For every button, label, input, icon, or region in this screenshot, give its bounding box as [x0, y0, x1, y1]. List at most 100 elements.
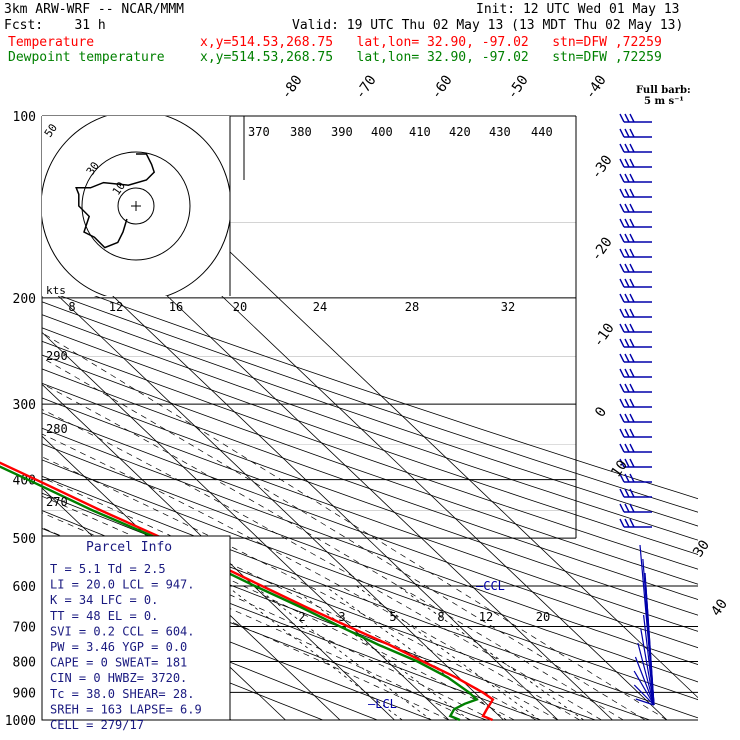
theta-label: 270: [46, 495, 68, 509]
wind-barb: [619, 338, 652, 348]
wind-barb: [619, 353, 652, 363]
mixing-ratio-line: [356, 585, 540, 720]
pressure-tick-1000: 1000: [5, 714, 36, 729]
mixing-ratio-line: [226, 585, 403, 720]
isotherm-label: -20: [588, 234, 616, 264]
dry-adiabat: [42, 340, 698, 570]
wind-barb: [619, 263, 652, 273]
wind-barb: [619, 233, 652, 243]
parcel-info-box: Parcel Info T = 5.1 Td = 2.5 LI = 20.0 LCL…: [41, 535, 231, 732]
isotherm-label: -10: [590, 320, 618, 350]
theta-label: 390: [331, 125, 353, 139]
theta-label: 420: [449, 125, 471, 139]
isotherm-label: -80: [278, 72, 306, 102]
theta-label: 440: [531, 125, 553, 139]
speed-tick-label: 24: [313, 300, 327, 314]
parcel-row: PW = 3.46 YGP = 0.0: [50, 640, 187, 654]
wind-barb: [619, 323, 652, 333]
theta-label: 400: [371, 125, 393, 139]
isotherm-label: -60: [428, 72, 456, 102]
wind-barb: [619, 248, 652, 258]
hodograph-rings: [42, 116, 230, 296]
valid-time: Valid: 19 UTC Thu 02 May 13 (13 MDT Thu …: [292, 18, 684, 33]
parcel-row: Tc = 38.0 SHEAR= 28.: [50, 687, 195, 701]
dry-adiabat: [42, 397, 698, 632]
dewpoint-label: Dewpoint temperature: [8, 50, 165, 65]
hodograph-ring: [81, 151, 191, 261]
wind-barb: [619, 488, 652, 498]
isotherm-label: -30: [588, 152, 616, 182]
theta-label: 370: [248, 125, 270, 139]
wind-barb: [619, 413, 652, 423]
dry-adiabat: [42, 584, 378, 720]
dry-adiabat: [42, 443, 698, 683]
parcel-row: CAPE = 0 SWEAT= 181: [50, 656, 187, 670]
wind-barb: [619, 473, 652, 483]
dry-adiabat: [42, 412, 698, 649]
dry-adiabat: [42, 288, 698, 513]
isotherm-label: -70: [352, 72, 380, 102]
wind-barb: [619, 398, 652, 408]
low-wind-barb: [635, 698, 655, 706]
kts-label: kts: [46, 284, 66, 297]
mixing-ratio-label: 5: [389, 610, 396, 624]
temperature-station-info: x,y=514.53,268.75 lat,lon= 32.90, -97.02…: [200, 35, 662, 50]
theta-label: 410: [409, 125, 431, 139]
wind-barb: [619, 308, 652, 318]
isotherm-label: -40: [582, 72, 610, 102]
dry-adiabat: [42, 301, 698, 527]
lcl-label: –LCL: [368, 697, 397, 711]
dry-adiabat: [42, 427, 698, 666]
theta-label: 290: [46, 349, 68, 363]
hodograph-ring: [117, 187, 155, 225]
low-wind-barb: [640, 628, 655, 706]
low-wind-barb: [642, 614, 655, 706]
dewpoint-station-info: x,y=514.53,268.75 lat,lon= 32.90, -97.02…: [200, 50, 662, 65]
model-title: 3km ARW-WRF -- NCAR/MMM: [4, 2, 185, 17]
moist-adiabat: [42, 540, 450, 720]
barb-note: Full barb:: [636, 85, 691, 96]
parcel-row: CELL = 279/17: [50, 718, 144, 732]
theta-label: 380: [290, 125, 312, 139]
isotherm: [42, 228, 559, 720]
speed-tick-label: 28: [405, 300, 419, 314]
wind-barb: [619, 428, 652, 438]
barb-unit: 5 m s⁻¹: [644, 96, 684, 107]
pressure-tick-300: 300: [13, 398, 36, 413]
mixing-ratio-label: 20: [536, 610, 550, 624]
wind-barb: [619, 113, 652, 123]
isotherm: [42, 331, 450, 720]
temperature-label: Temperature: [8, 35, 95, 50]
mixing-ratio-line: [397, 585, 584, 720]
isotherm-label: 30: [690, 537, 713, 560]
wind-barb: [619, 278, 652, 288]
moist-adiabat: [42, 495, 515, 720]
parcel-title: Parcel Info: [86, 540, 172, 555]
ccl-label: –CCL: [476, 579, 505, 593]
wind-barb: [619, 218, 652, 228]
speed-tick-label: 32: [501, 300, 515, 314]
isotherm-label: 40: [708, 596, 731, 619]
temperature-line: [0, 461, 495, 722]
wind-barb: [619, 173, 652, 183]
speed-tick-label: 20: [233, 300, 247, 314]
wind-barb: [619, 158, 652, 168]
wind-barb: [619, 203, 652, 213]
wind-barb: [619, 143, 652, 153]
wind-barb: [619, 503, 652, 513]
wind-barbs: [619, 113, 655, 706]
isotherm-label: 0: [592, 404, 610, 420]
dry-adiabat: [42, 565, 432, 720]
mixing-ratio-line: [324, 585, 507, 720]
parcel-row: K = 34 LFC = 0.: [50, 593, 158, 607]
mixing-ratio-label: 8: [437, 610, 444, 624]
isotherm: [42, 279, 504, 720]
isotherm: [0, 116, 13, 720]
forecast-hour: Fcst: 31 h: [4, 18, 106, 33]
mixing-ratio-label: 12: [479, 610, 493, 624]
wind-barb: [619, 128, 652, 138]
dry-adiabat: [42, 327, 698, 555]
parcel-row: LI = 20.0 LCL = 947.: [50, 578, 195, 592]
low-wind-barb: [633, 670, 655, 706]
mixing-ratio-label: 3: [338, 610, 345, 624]
